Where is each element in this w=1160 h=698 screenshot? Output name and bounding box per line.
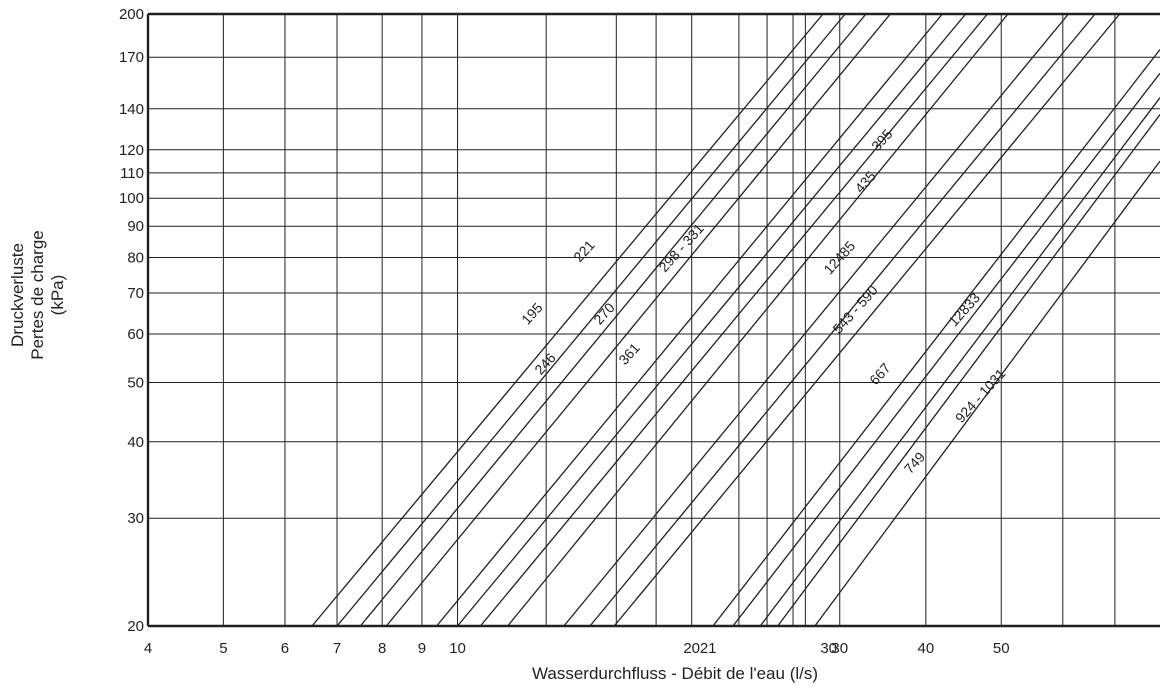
x-tick-label: 20 [683,640,700,657]
series-label: 298 - 331 [655,220,707,275]
x-tick-label: 8 [378,640,386,657]
y-tick-label: 50 [127,374,144,391]
x-tick-label: 30 [831,640,848,657]
series-line [814,160,1160,627]
y-tick-label: 70 [127,285,144,302]
y-tick-label: 110 [120,165,144,182]
series-line [385,13,891,627]
x-tick-label: 10 [449,640,466,657]
y-axis-title-line2: Pertes de charge [28,230,47,359]
x-tick-label: 4 [144,640,152,657]
series-line [311,13,824,627]
x-tick-label: 7 [333,640,341,657]
y-tick-label: 20 [127,618,144,635]
series-label: 543 - 590 [829,282,881,337]
series-line [759,97,1160,627]
y-axis-title-line1: Druckverluste [8,243,27,347]
series-label: 435 [851,168,879,196]
series-line [336,13,846,627]
series-line [613,13,1121,627]
x-tick-label: 9 [418,640,426,657]
x-tick-label: 50 [993,640,1010,657]
series-label: 749 [901,449,929,477]
y-tick-label: 120 [119,142,144,159]
y-tick-label: 100 [119,190,144,207]
y-tick-label: 30 [127,510,144,527]
y-axis-title: Druckverluste Pertes de charge (kPa) [0,0,80,693]
y-axis-title-line3: (kPa) [48,275,67,316]
series-line [589,13,1096,627]
x-axis-title: Wasserdurchfluss - Débit de l'eau (l/s) [531,664,819,683]
series-label: 246 [531,349,559,377]
y-tick-label: 60 [127,326,144,343]
series-label: 924 - 1031 [952,365,1009,426]
x-tick-label: 30 [820,640,837,657]
series-line [436,13,943,627]
series-label: 195 [518,299,546,327]
series-label: 270 [590,299,618,327]
x-tick-label: 6 [281,640,289,657]
series-line [359,13,867,627]
y-tick-label: 80 [127,250,144,267]
x-tick-label: 40 [918,640,935,657]
series-line [777,114,1160,627]
x-tick-label: 5 [219,640,227,657]
y-tick-label: 140 [119,101,144,118]
series-label: 667 [866,360,894,388]
y-tick-label: 40 [127,434,144,451]
y-tick-label: 90 [127,218,144,235]
series-label: 221 [570,237,598,265]
series-line [457,13,967,627]
series-line [563,13,1069,627]
y-tick-label: 170 [119,49,144,66]
series-line [712,49,1160,627]
series-line [479,13,988,627]
series-line [732,72,1160,627]
x-tick-label: 21 [700,640,717,657]
y-tick-label: 200 [119,6,144,23]
series-line [507,13,1009,627]
